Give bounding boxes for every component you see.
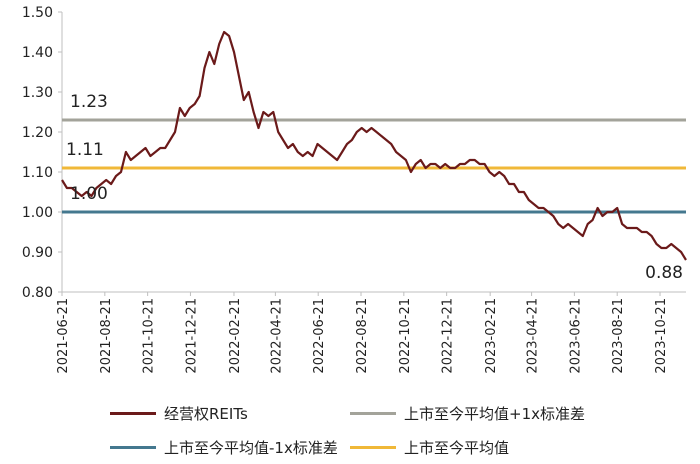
y-tick-label: 1.20 bbox=[22, 125, 53, 141]
legend-label: 上市至今平均值+1x标准差 bbox=[404, 404, 585, 423]
x-tick-label: 2021-12-21 bbox=[184, 298, 199, 374]
x-tick-label: 2022-02-21 bbox=[228, 298, 243, 374]
x-tick-label: 2022-06-21 bbox=[312, 298, 327, 374]
x-tick-label: 2022-10-21 bbox=[398, 298, 413, 374]
legend-item-reits: 经营权REITs bbox=[110, 402, 248, 424]
x-tick-label: 2023-08-21 bbox=[611, 298, 626, 374]
x-tick-label: 2023-10-21 bbox=[654, 298, 669, 374]
legend-swatch bbox=[110, 411, 156, 415]
legend-label: 经营权REITs bbox=[164, 404, 248, 423]
line-chart: 0.80 0.90 1.00 1.10 1.20 1.30 1.40 1.50 2021-06-… bbox=[22, 5, 687, 374]
reference-value-label: 1.11 bbox=[66, 140, 104, 160]
reits-series-line bbox=[61, 30, 687, 261]
x-tick-label: 2023-06-21 bbox=[568, 298, 583, 374]
legend-label: 上市至今平均值 bbox=[404, 438, 510, 457]
x-tick-label: 2022-12-21 bbox=[441, 298, 456, 374]
y-tick-label: 1.50 bbox=[22, 5, 53, 21]
y-tick-label: 1.30 bbox=[22, 85, 53, 101]
y-tick-label: 1.40 bbox=[22, 45, 53, 61]
end-value-label: 0.88 bbox=[645, 263, 683, 283]
chart-legend: 经营权REITs 上市至今平均值+1x标准差 上市至今平均值-1x标准差 上市至… bbox=[0, 400, 700, 464]
x-tick-label: 2022-04-21 bbox=[269, 298, 284, 374]
x-tick-label: 2023-04-21 bbox=[526, 298, 541, 374]
reference-value-label: 1.23 bbox=[70, 92, 108, 112]
x-tick-label: 2021-08-21 bbox=[99, 298, 114, 374]
legend-swatch bbox=[350, 445, 396, 449]
legend-item-average: 上市至今平均值 bbox=[350, 436, 509, 458]
y-tick-label: 1.10 bbox=[22, 165, 53, 181]
x-tick-label: 2021-06-21 bbox=[56, 298, 71, 374]
legend-swatch bbox=[350, 411, 396, 415]
x-tick-label: 2022-08-21 bbox=[355, 298, 370, 374]
legend-item-lower-band: 上市至今平均值-1x标准差 bbox=[110, 436, 338, 458]
x-tick-label: 2021-10-21 bbox=[142, 298, 157, 374]
legend-item-upper-band: 上市至今平均值+1x标准差 bbox=[350, 402, 585, 424]
legend-swatch bbox=[110, 445, 156, 449]
y-tick-label: 0.80 bbox=[22, 285, 53, 301]
x-tick-label: 2023-02-21 bbox=[484, 298, 499, 374]
y-tick-label: 0.90 bbox=[22, 245, 53, 261]
legend-label: 上市至今平均值-1x标准差 bbox=[164, 438, 338, 457]
reference-value-label: 1.00 bbox=[70, 184, 108, 204]
y-tick-label: 1.00 bbox=[22, 205, 53, 221]
